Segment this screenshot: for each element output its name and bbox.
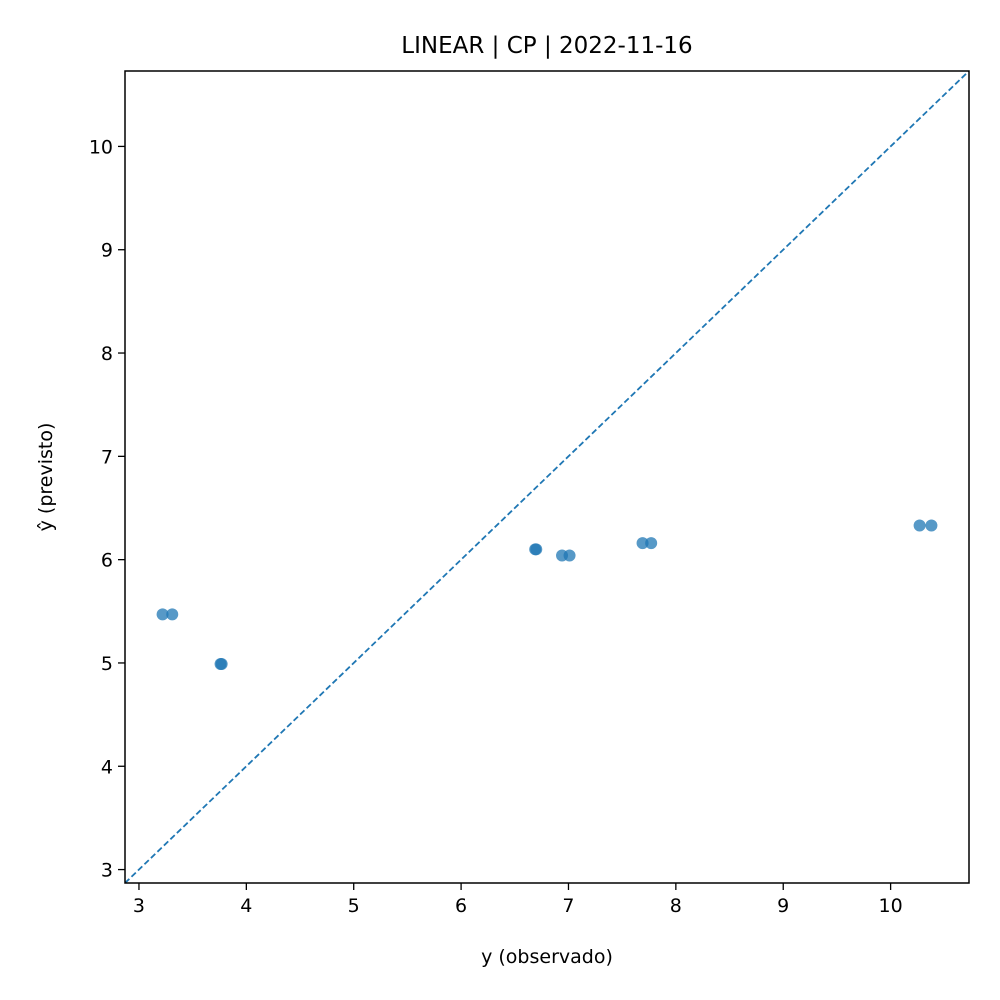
x-axis: 3 4 5 6 7 8 9 10 — [133, 883, 903, 917]
scatter-point — [913, 519, 926, 532]
y-axis: 3 4 5 6 7 8 9 10 — [89, 136, 125, 882]
y-tick-label: 10 — [89, 136, 113, 158]
x-tick-label: 3 — [133, 895, 145, 917]
scatter-point — [636, 537, 649, 550]
x-tick-label: 7 — [562, 895, 574, 917]
x-tick-label: 8 — [670, 895, 682, 917]
y-tick-label: 4 — [101, 756, 113, 778]
x-tick-label: 6 — [455, 895, 467, 917]
scatter-point — [645, 537, 658, 550]
scatter-point — [925, 519, 938, 532]
x-tick-label: 4 — [240, 895, 252, 917]
y-tick-label: 3 — [101, 860, 113, 882]
identity-reference-line — [125, 71, 969, 883]
scatter-point — [166, 608, 179, 621]
x-tick-label: 9 — [777, 895, 789, 917]
x-tick-label: 5 — [348, 895, 360, 917]
scatter-point — [530, 543, 543, 556]
y-tick-label: 8 — [101, 343, 113, 365]
x-axis-label: y (observado) — [481, 946, 613, 968]
x-tick-label: 10 — [879, 895, 903, 917]
scatter-point — [215, 657, 228, 670]
scatter-point — [156, 608, 169, 621]
y-tick-label: 7 — [101, 446, 113, 468]
plot-frame — [124, 70, 970, 884]
y-axis-label: ŷ (previsto) — [35, 423, 57, 532]
plot-area — [124, 70, 970, 884]
y-tick-label: 6 — [101, 550, 113, 572]
y-tick-label: 9 — [101, 240, 113, 262]
scatter-point — [563, 549, 576, 562]
chart-title: LINEAR | CP | 2022-11-16 — [401, 33, 692, 59]
y-tick-label: 5 — [101, 653, 113, 675]
